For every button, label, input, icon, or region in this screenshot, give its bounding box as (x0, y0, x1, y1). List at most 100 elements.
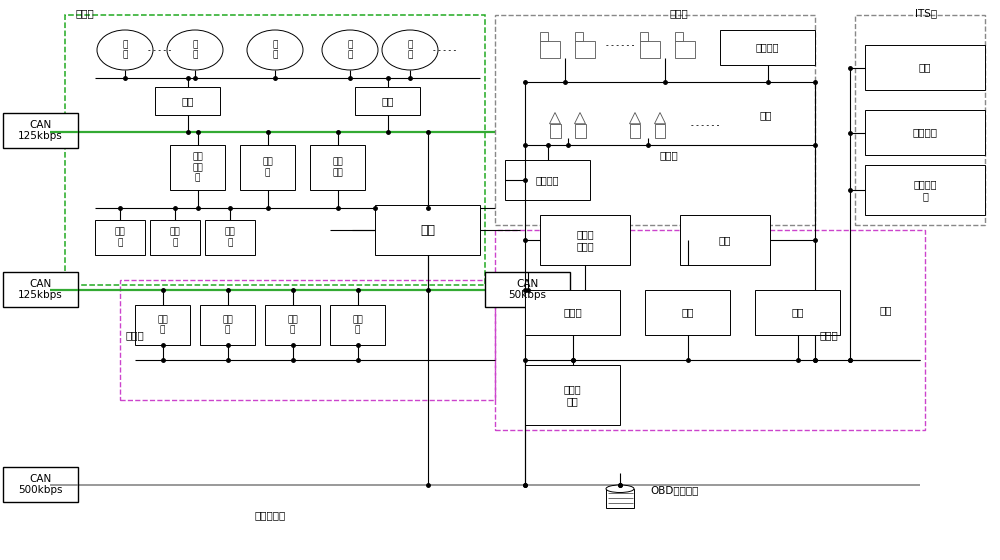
Text: 组合
灯: 组合 灯 (352, 315, 363, 335)
Bar (375, 205, 480, 255)
Ellipse shape (97, 30, 153, 70)
Text: 富电
动: 富电 动 (170, 228, 180, 247)
Text: 发动机: 发动机 (563, 307, 582, 318)
Bar (575, 32, 583, 41)
Bar (355, 87, 420, 115)
Bar (120, 280, 495, 400)
Text: 组合
灯: 组合 灯 (225, 228, 235, 247)
Text: 开
关: 开 关 (347, 40, 353, 60)
Bar (495, 15, 815, 225)
Bar (654, 124, 665, 138)
Text: 信息部: 信息部 (125, 330, 144, 340)
Text: 制动: 制动 (791, 307, 804, 318)
Bar (265, 305, 320, 345)
Text: ITS部: ITS部 (915, 8, 937, 18)
Ellipse shape (322, 30, 378, 70)
Text: 子网: 子网 (760, 110, 772, 120)
Text: CAN
125kbps: CAN 125kbps (18, 120, 63, 141)
Bar (135, 305, 190, 345)
Text: 车身部: 车身部 (75, 8, 94, 18)
Text: 前大
灯: 前大 灯 (115, 228, 125, 247)
Bar (865, 110, 985, 155)
Text: OBD诊断工具: OBD诊断工具 (650, 485, 698, 495)
Bar (3, 272, 78, 307)
Polygon shape (574, 113, 586, 124)
Polygon shape (630, 113, 640, 124)
Bar (865, 165, 985, 215)
Bar (3, 467, 78, 502)
Bar (95, 220, 145, 255)
Bar (755, 290, 840, 335)
Text: 前大
灯: 前大 灯 (157, 315, 168, 335)
Text: 马
达: 马 达 (122, 40, 128, 60)
Bar (540, 215, 630, 265)
Ellipse shape (606, 485, 634, 492)
Text: - - - - -: - - - - - (433, 45, 457, 54)
Text: 底盘部: 底盘部 (820, 330, 839, 340)
Bar (485, 272, 570, 307)
Text: 子网: 子网 (880, 305, 893, 315)
Ellipse shape (382, 30, 438, 70)
Text: 安全部: 安全部 (670, 8, 689, 18)
Bar (680, 215, 770, 265)
Text: 车门: 车门 (381, 96, 394, 106)
Bar (240, 145, 295, 190)
Text: 雷达: 雷达 (919, 63, 931, 72)
Bar (675, 41, 695, 58)
Bar (205, 220, 255, 255)
Ellipse shape (167, 30, 223, 70)
Polygon shape (654, 113, 666, 124)
Text: 自适
应前
灯: 自适 应前 灯 (192, 153, 203, 183)
Bar (3, 113, 78, 148)
Bar (150, 220, 200, 255)
Text: 网关: 网关 (420, 223, 435, 236)
Bar (550, 124, 560, 138)
Text: 发动机
传动部: 发动机 传动部 (576, 229, 594, 251)
Polygon shape (550, 113, 560, 124)
Bar (675, 32, 683, 41)
Bar (310, 145, 365, 190)
Text: - - - - -: - - - - - (148, 45, 172, 54)
Text: 马
达: 马 达 (192, 40, 198, 60)
Text: 自适应巡
航: 自适应巡 航 (913, 179, 937, 201)
Text: CAN
125kbps: CAN 125kbps (18, 279, 63, 300)
Bar (495, 230, 925, 430)
Bar (505, 160, 590, 200)
Text: 转向: 转向 (681, 307, 694, 318)
Text: - - - - - -: - - - - - - (606, 40, 634, 49)
Bar (630, 124, 640, 138)
Bar (155, 87, 220, 115)
Bar (170, 145, 225, 190)
Ellipse shape (247, 30, 303, 70)
Bar (540, 41, 560, 58)
Bar (855, 15, 985, 225)
Bar (720, 30, 815, 65)
Bar (640, 32, 648, 41)
Text: CAN
500kbps: CAN 500kbps (18, 474, 63, 495)
Bar (606, 489, 634, 507)
Bar (65, 15, 485, 285)
Bar (574, 124, 586, 138)
Text: 气震控制: 气震控制 (536, 175, 559, 185)
Text: 空调: 空调 (181, 96, 194, 106)
Text: 富电
动: 富电 动 (222, 315, 233, 335)
Text: 遥控
门锁: 遥控 门锁 (332, 158, 343, 177)
Text: 仪表
板: 仪表 板 (262, 158, 273, 177)
Bar (575, 41, 595, 58)
Bar (200, 305, 255, 345)
Text: 马
达: 马 达 (272, 40, 278, 60)
Text: 开
关: 开 关 (407, 40, 413, 60)
Bar (645, 290, 730, 335)
Bar (540, 32, 548, 41)
Bar (525, 290, 620, 335)
Bar (525, 365, 620, 425)
Bar (640, 41, 660, 58)
Bar (865, 45, 985, 90)
Text: 自动变
速箱: 自动变 速箱 (564, 384, 581, 406)
Text: CAN
50kbps: CAN 50kbps (509, 279, 546, 300)
Text: 乘客检测: 乘客检测 (756, 43, 779, 53)
Text: 引爆管: 引爆管 (660, 150, 679, 160)
Text: 组合
灯: 组合 灯 (287, 315, 298, 335)
Text: 白线检测: 白线检测 (912, 128, 938, 138)
Text: 故障诊断部: 故障诊断部 (254, 510, 286, 520)
